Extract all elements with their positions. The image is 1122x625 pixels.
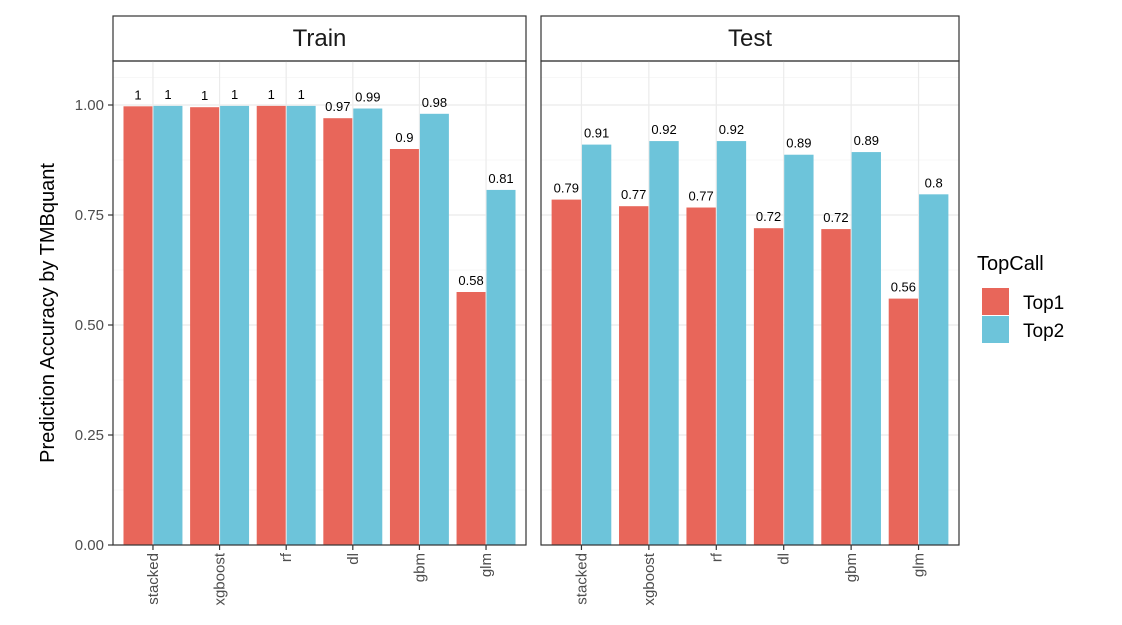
x-tick-label-1-stacked: stacked (573, 553, 590, 605)
bar-train-top2-glm (486, 189, 516, 546)
x-tick-label-0-rf: rf (278, 552, 295, 562)
bar-label-train-top1-stacked: 1 (134, 87, 141, 102)
bar-test-top2-gbm (851, 152, 881, 545)
bar-train-top2-xgboost (220, 105, 250, 545)
x-tick-label-1-xgboost: xgboost (641, 552, 658, 605)
bar-test-top1-rf (686, 207, 716, 545)
bar-label-test-top2-gbm: 0.89 (854, 133, 879, 148)
bar-label-test-top1-xgboost: 0.77 (621, 187, 646, 202)
bar-label-train-top2-xgboost: 1 (231, 87, 238, 102)
panel-border-0 (112, 60, 527, 546)
facet-title-1: Test (728, 25, 772, 52)
bar-label-test-top2-xgboost: 0.92 (651, 122, 676, 137)
legend-title: TopCall (977, 253, 1044, 275)
y-tick-label-2: 0.50 (75, 317, 104, 334)
bar-test-top2-glm (919, 194, 949, 545)
bar-label-test-top1-rf: 0.77 (688, 189, 713, 204)
bar-label-test-top1-gbm: 0.72 (823, 210, 848, 225)
bar-test-top2-dl (784, 154, 814, 545)
bar-test-top2-stacked (581, 144, 612, 545)
facet-title-0: Train (293, 25, 347, 52)
bar-train-top1-gbm (389, 149, 419, 545)
x-tick-label-0-xgboost: xgboost (212, 552, 229, 605)
bar-label-train-top2-rf: 1 (298, 87, 305, 102)
bar-train-top1-xgboost (190, 107, 220, 545)
x-tick-label-1-glm: glm (911, 553, 928, 577)
bar-test-top1-gbm (821, 229, 851, 545)
bar-train-top2-dl (353, 108, 383, 546)
legend-label-top1: Top1 (1023, 293, 1064, 314)
bar-label-test-top2-rf: 0.92 (719, 122, 744, 137)
legend-swatch-top2 (982, 316, 1009, 343)
x-tick-label-0-dl: dl (345, 553, 362, 565)
bar-label-test-top1-dl: 0.72 (756, 209, 781, 224)
bar-test-top1-stacked (551, 199, 581, 545)
y-tick-label-1: 0.25 (75, 427, 104, 444)
x-tick-label-0-stacked: stacked (145, 553, 162, 605)
bar-label-test-top2-stacked: 0.91 (584, 126, 609, 141)
bar-test-top2-xgboost (649, 141, 679, 545)
bar-train-top1-dl (323, 118, 353, 545)
y-tick-label-0: 0.00 (75, 537, 104, 554)
facet-strip-0 (112, 15, 527, 62)
bar-label-train-top1-glm: 0.58 (458, 273, 483, 288)
bar-label-test-top2-glm: 0.8 (925, 175, 943, 190)
x-tick-label-1-rf: rf (708, 552, 725, 562)
bar-label-train-top2-gbm: 0.98 (422, 95, 447, 110)
bar-train-top1-rf (256, 105, 286, 545)
y-tick-label-4: 1.00 (75, 97, 104, 114)
y-axis-title: Prediction Accuracy by TMBquant (37, 163, 59, 463)
bar-train-top1-glm (456, 292, 486, 545)
bar-label-train-top1-xgboost: 1 (201, 88, 208, 103)
panel-border-1 (540, 60, 960, 546)
x-tick-label-0-glm: glm (478, 553, 495, 577)
bar-train-top2-stacked (153, 105, 183, 545)
facet-strip-1 (540, 15, 960, 62)
legend-label-top2: Top2 (1023, 321, 1064, 342)
x-tick-label-1-dl: dl (776, 553, 793, 565)
bar-train-top1-stacked (123, 106, 153, 545)
bar-label-train-top1-dl: 0.97 (325, 99, 350, 114)
bar-test-top2-rf (716, 141, 747, 545)
bar-label-train-top1-rf: 1 (268, 87, 275, 102)
bar-label-train-top1-gbm: 0.9 (395, 130, 413, 145)
bar-label-train-top2-glm: 0.81 (488, 171, 513, 186)
bar-test-top1-glm (888, 298, 919, 545)
bar-test-top1-xgboost (619, 206, 649, 545)
bar-train-top2-rf (286, 105, 316, 545)
bar-label-test-top1-glm: 0.56 (891, 280, 916, 295)
bar-label-train-top2-stacked: 1 (164, 87, 171, 102)
legend-swatch-top1 (982, 288, 1009, 315)
bar-label-train-top2-dl: 0.99 (355, 90, 380, 105)
bar-test-top1-dl (753, 228, 784, 545)
x-tick-label-1-gbm: gbm (843, 553, 860, 582)
bar-train-top2-gbm (419, 113, 449, 546)
bar-label-test-top2-dl: 0.89 (786, 136, 811, 151)
x-tick-label-0-gbm: gbm (411, 553, 428, 582)
y-tick-label-3: 0.75 (75, 207, 104, 224)
bar-label-test-top1-stacked: 0.79 (554, 181, 579, 196)
